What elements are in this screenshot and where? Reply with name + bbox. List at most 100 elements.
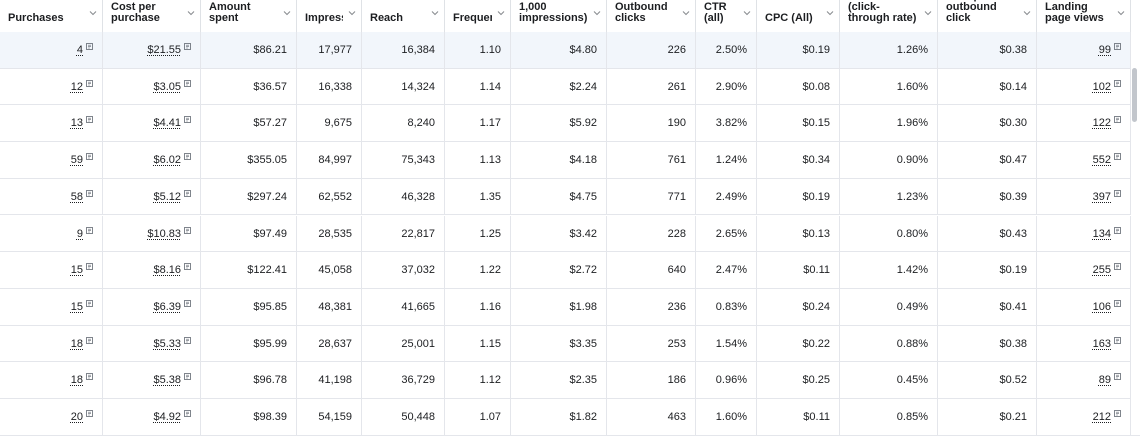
metric-link[interactable]: 13 <box>70 117 83 130</box>
chevron-down-icon[interactable] <box>743 9 751 17</box>
metric-link[interactable]: 58 <box>70 190 83 203</box>
metric-link[interactable]: 15 <box>70 300 83 313</box>
column-header-reach[interactable]: Reach <box>362 0 445 32</box>
metric-link[interactable]: $6.39 <box>153 300 181 313</box>
metric-link[interactable]: 59 <box>70 154 83 167</box>
cell-landing-page-views[interactable]: 89 <box>1037 362 1131 399</box>
metric-link[interactable]: $5.38 <box>153 374 181 387</box>
metric-link[interactable]: $3.05 <box>153 80 181 93</box>
column-header-ctr-all[interactable]: CTR (all) <box>696 0 757 32</box>
metric-link[interactable]: $8.16 <box>153 264 181 277</box>
cell-cost-per-purchase[interactable]: $6.39 <box>103 288 201 325</box>
cell-purchases[interactable]: 18 <box>0 362 103 399</box>
metric-link[interactable]: 18 <box>70 337 83 350</box>
cell-purchases[interactable]: 12 <box>0 68 103 105</box>
cell-landing-page-views[interactable]: 99 <box>1037 32 1131 68</box>
metric-link[interactable]: $10.83 <box>147 227 181 240</box>
info-badge-icon <box>1114 263 1121 271</box>
cell-purchases[interactable]: 13 <box>0 105 103 142</box>
cell-cost-per-purchase[interactable]: $4.41 <box>103 105 201 142</box>
metric-link[interactable]: 255 <box>1092 264 1111 277</box>
cell-landing-page-views[interactable]: 255 <box>1037 252 1131 289</box>
cell-landing-page-views[interactable]: 397 <box>1037 178 1131 215</box>
cell-cost-per-purchase[interactable]: $5.38 <box>103 362 201 399</box>
column-header-impressions[interactable]: Impressions <box>297 0 362 32</box>
metric-link[interactable]: 4 <box>76 44 83 56</box>
chevron-down-icon[interactable] <box>1117 9 1125 17</box>
metric-link[interactable]: 102 <box>1092 80 1111 93</box>
column-header-frequency[interactable]: Frequency <box>445 0 511 32</box>
column-header-cost-per-outbound-click[interactable]: Cost per outbound click <box>938 0 1037 32</box>
cell-landing-page-views[interactable]: 552 <box>1037 142 1131 179</box>
cell-purchases[interactable]: 15 <box>0 288 103 325</box>
metric-link[interactable]: 9 <box>76 227 83 240</box>
cell-purchases[interactable]: 9 <box>0 215 103 252</box>
metric-link[interactable]: 12 <box>70 80 83 93</box>
metric-link[interactable]: 15 <box>70 264 83 277</box>
cell-cost-per-purchase[interactable]: $8.16 <box>103 252 201 289</box>
column-header-purchases[interactable]: Purchases <box>0 0 103 32</box>
chevron-down-icon[interactable] <box>593 9 601 17</box>
metric-link[interactable]: 89 <box>1098 374 1111 387</box>
metric-link[interactable]: 552 <box>1092 154 1111 167</box>
chevron-down-icon[interactable] <box>924 9 932 17</box>
cell-landing-page-views[interactable]: 163 <box>1037 325 1131 362</box>
metric-value: 236 <box>667 300 686 313</box>
cell-landing-page-views[interactable]: 134 <box>1037 215 1131 252</box>
chevron-down-icon[interactable] <box>431 9 439 17</box>
chevron-down-icon[interactable] <box>187 9 195 17</box>
metric-link[interactable]: 134 <box>1092 227 1111 240</box>
cell-cost-per-purchase[interactable]: $6.02 <box>103 142 201 179</box>
cell-landing-page-views[interactable]: 122 <box>1037 105 1131 142</box>
column-header-cost-per-purchase[interactable]: Cost per purchase <box>103 0 201 32</box>
metric-link[interactable]: $6.02 <box>153 154 181 167</box>
cell-click-through-rate: 0.88% <box>840 325 938 362</box>
metric-value: 2.90% <box>715 80 747 93</box>
cell-purchases[interactable]: 59 <box>0 142 103 179</box>
cell-purchases[interactable]: 4 <box>0 32 103 68</box>
column-header-outbound-clicks[interactable]: Outbound clicks <box>607 0 696 32</box>
cell-cost-per-purchase[interactable]: $21.55 <box>103 32 201 68</box>
cell-purchases[interactable]: 20 <box>0 399 103 435</box>
cell-cost-per-purchase[interactable]: $5.12 <box>103 178 201 215</box>
scrollbar-thumb[interactable] <box>1132 68 1137 122</box>
cell-cost-per-purchase[interactable]: $5.33 <box>103 325 201 362</box>
cell-cost-per-purchase[interactable]: $4.92 <box>103 399 201 435</box>
metric-link[interactable]: 397 <box>1092 190 1111 203</box>
metric-link[interactable]: 122 <box>1092 117 1111 130</box>
metric-link[interactable]: 20 <box>70 411 83 423</box>
vertical-scrollbar[interactable] <box>1131 32 1140 400</box>
metric-link[interactable]: $5.12 <box>153 190 181 203</box>
metric-link[interactable]: $5.33 <box>153 337 181 350</box>
column-header-landing-page-views[interactable]: Landing page views <box>1037 0 1131 32</box>
metric-link[interactable]: 212 <box>1092 411 1111 423</box>
chevron-down-icon[interactable] <box>348 9 356 17</box>
metric-link[interactable]: 163 <box>1092 337 1111 350</box>
cell-landing-page-views[interactable]: 106 <box>1037 288 1131 325</box>
cell-reach: 36,729 <box>362 362 445 399</box>
cell-landing-page-views[interactable]: 102 <box>1037 68 1131 105</box>
chevron-down-icon[interactable] <box>89 9 97 17</box>
chevron-down-icon[interactable] <box>497 9 505 17</box>
cell-cost-per-purchase[interactable]: $10.83 <box>103 215 201 252</box>
chevron-down-icon[interactable] <box>826 9 834 17</box>
cell-purchases[interactable]: 58 <box>0 178 103 215</box>
metric-link[interactable]: $4.41 <box>153 117 181 130</box>
cell-cost-per-purchase[interactable]: $3.05 <box>103 68 201 105</box>
metric-link[interactable]: $4.92 <box>153 411 181 423</box>
column-header-click-through-rate[interactable]: (click-through rate) <box>840 0 938 32</box>
column-header-cpc-all[interactable]: CPC (All) <box>757 0 840 32</box>
metric-link[interactable]: 106 <box>1092 300 1111 313</box>
cell-purchases[interactable]: 18 <box>0 325 103 362</box>
metric-link[interactable]: 18 <box>70 374 83 387</box>
chevron-down-icon[interactable] <box>283 9 291 17</box>
metric-link[interactable]: $21.55 <box>147 44 181 56</box>
chevron-down-icon[interactable] <box>1023 9 1031 17</box>
chevron-down-icon[interactable] <box>682 9 690 17</box>
cell-frequency: 1.35 <box>445 178 511 215</box>
column-header-amount-spent[interactable]: Amount spent <box>201 0 297 32</box>
cell-purchases[interactable]: 15 <box>0 252 103 289</box>
cell-landing-page-views[interactable]: 212 <box>1037 399 1131 435</box>
metric-link[interactable]: 99 <box>1098 44 1111 56</box>
column-header-1-000-impressions[interactable]: 1,000 impressions) <box>511 0 607 32</box>
